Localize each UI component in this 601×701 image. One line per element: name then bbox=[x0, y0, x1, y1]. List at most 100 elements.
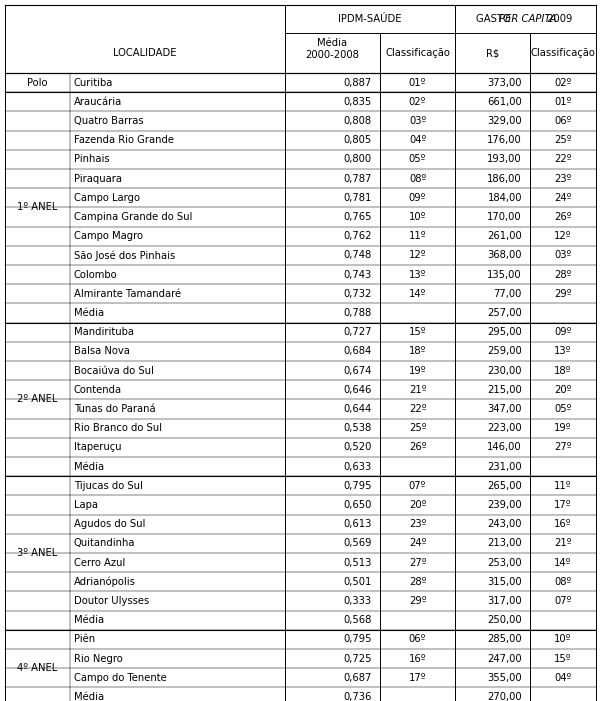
Text: Mandirituba: Mandirituba bbox=[74, 327, 134, 337]
Text: 13º: 13º bbox=[409, 270, 426, 280]
Text: 223,00: 223,00 bbox=[487, 423, 522, 433]
Text: Balsa Nova: Balsa Nova bbox=[74, 346, 130, 356]
Text: 0,800: 0,800 bbox=[344, 154, 372, 165]
Text: 315,00: 315,00 bbox=[487, 577, 522, 587]
Text: 12º: 12º bbox=[554, 231, 572, 241]
Text: 24º: 24º bbox=[554, 193, 572, 203]
Text: 08º: 08º bbox=[554, 577, 572, 587]
Text: 05º: 05º bbox=[409, 154, 426, 165]
Text: 04º: 04º bbox=[554, 673, 572, 683]
Text: 0,333: 0,333 bbox=[344, 596, 372, 606]
Text: R$: R$ bbox=[486, 48, 499, 58]
Text: Média: Média bbox=[74, 308, 104, 318]
Text: 0,808: 0,808 bbox=[344, 116, 372, 126]
Text: Média: Média bbox=[74, 692, 104, 701]
Text: 250,00: 250,00 bbox=[487, 615, 522, 625]
Text: Lapa: Lapa bbox=[74, 500, 98, 510]
Text: 04º: 04º bbox=[409, 135, 426, 145]
Text: 27º: 27º bbox=[554, 442, 572, 452]
Text: GASTO: GASTO bbox=[476, 14, 514, 24]
Text: 0,795: 0,795 bbox=[344, 634, 372, 644]
Text: 368,00: 368,00 bbox=[487, 250, 522, 260]
Text: 285,00: 285,00 bbox=[487, 634, 522, 644]
Text: Contenda: Contenda bbox=[74, 385, 122, 395]
Text: 265,00: 265,00 bbox=[487, 481, 522, 491]
Text: 20º: 20º bbox=[554, 385, 572, 395]
Text: 193,00: 193,00 bbox=[487, 154, 522, 165]
Text: 257,00: 257,00 bbox=[487, 308, 522, 318]
Text: 21º: 21º bbox=[554, 538, 572, 548]
Text: IPDM-SAÚDE: IPDM-SAÚDE bbox=[338, 14, 401, 24]
Text: 26º: 26º bbox=[409, 442, 426, 452]
Text: 170,00: 170,00 bbox=[487, 212, 522, 222]
Text: 28º: 28º bbox=[554, 270, 572, 280]
Text: 661,00: 661,00 bbox=[487, 97, 522, 107]
Text: 2º ANEL: 2º ANEL bbox=[17, 395, 58, 404]
Text: 0,650: 0,650 bbox=[344, 500, 372, 510]
Text: Rio Negro: Rio Negro bbox=[74, 653, 123, 664]
Text: 03º: 03º bbox=[554, 250, 572, 260]
Text: 0,787: 0,787 bbox=[344, 174, 372, 184]
Text: Quitandinha: Quitandinha bbox=[74, 538, 135, 548]
Text: 22º: 22º bbox=[409, 404, 426, 414]
Text: 24º: 24º bbox=[409, 538, 426, 548]
Text: Curitiba: Curitiba bbox=[74, 78, 114, 88]
Text: 347,00: 347,00 bbox=[487, 404, 522, 414]
Text: 11º: 11º bbox=[409, 231, 426, 241]
Text: 0,795: 0,795 bbox=[344, 481, 372, 491]
Text: 07º: 07º bbox=[409, 481, 426, 491]
Text: Cerro Azul: Cerro Azul bbox=[74, 557, 125, 568]
Text: 0,568: 0,568 bbox=[344, 615, 372, 625]
Text: 10º: 10º bbox=[409, 212, 426, 222]
Text: 25º: 25º bbox=[554, 135, 572, 145]
Text: Quatro Barras: Quatro Barras bbox=[74, 116, 144, 126]
Text: 02º: 02º bbox=[554, 78, 572, 88]
Text: 08º: 08º bbox=[409, 174, 426, 184]
Text: 10º: 10º bbox=[554, 634, 572, 644]
Text: 0,633: 0,633 bbox=[344, 461, 372, 472]
Text: 16º: 16º bbox=[554, 519, 572, 529]
Text: 146,00: 146,00 bbox=[487, 442, 522, 452]
Text: 230,00: 230,00 bbox=[487, 366, 522, 376]
Text: Adrianópolis: Adrianópolis bbox=[74, 576, 136, 587]
Text: Piên: Piên bbox=[74, 634, 95, 644]
Text: 253,00: 253,00 bbox=[487, 557, 522, 568]
Text: 0,765: 0,765 bbox=[344, 212, 372, 222]
Text: Tunas do Paraná: Tunas do Paraná bbox=[74, 404, 156, 414]
Text: 26º: 26º bbox=[554, 212, 572, 222]
Text: 27º: 27º bbox=[409, 557, 426, 568]
Text: 06º: 06º bbox=[554, 116, 572, 126]
Text: 4º ANEL: 4º ANEL bbox=[17, 663, 58, 673]
Text: 18º: 18º bbox=[554, 366, 572, 376]
Text: 19º: 19º bbox=[554, 423, 572, 433]
Text: 77,00: 77,00 bbox=[493, 289, 522, 299]
Text: 19º: 19º bbox=[409, 366, 426, 376]
Text: 23º: 23º bbox=[409, 519, 426, 529]
Text: 231,00: 231,00 bbox=[487, 461, 522, 472]
Text: Campo do Tenente: Campo do Tenente bbox=[74, 673, 166, 683]
Text: 17º: 17º bbox=[554, 500, 572, 510]
Text: 0,732: 0,732 bbox=[344, 289, 372, 299]
Text: 0,513: 0,513 bbox=[344, 557, 372, 568]
Text: 1º ANEL: 1º ANEL bbox=[17, 203, 58, 212]
Text: 176,00: 176,00 bbox=[487, 135, 522, 145]
Text: 01º: 01º bbox=[554, 97, 572, 107]
Text: 12º: 12º bbox=[409, 250, 426, 260]
Text: Agudos do Sul: Agudos do Sul bbox=[74, 519, 145, 529]
Text: 14º: 14º bbox=[409, 289, 426, 299]
Text: 3º ANEL: 3º ANEL bbox=[17, 548, 58, 558]
Text: 22º: 22º bbox=[554, 154, 572, 165]
Text: 09º: 09º bbox=[409, 193, 426, 203]
Text: 15º: 15º bbox=[554, 653, 572, 664]
Text: PER CAPITA: PER CAPITA bbox=[499, 14, 557, 24]
Text: 0,501: 0,501 bbox=[344, 577, 372, 587]
Text: Classificação: Classificação bbox=[385, 48, 450, 58]
Text: 0,520: 0,520 bbox=[344, 442, 372, 452]
Text: Itaperuçu: Itaperuçu bbox=[74, 442, 121, 452]
Text: 0,805: 0,805 bbox=[344, 135, 372, 145]
Text: 11º: 11º bbox=[554, 481, 572, 491]
Text: Araucária: Araucária bbox=[74, 97, 122, 107]
Text: Média: Média bbox=[74, 615, 104, 625]
Text: 20º: 20º bbox=[409, 500, 426, 510]
Text: 02º: 02º bbox=[409, 97, 426, 107]
